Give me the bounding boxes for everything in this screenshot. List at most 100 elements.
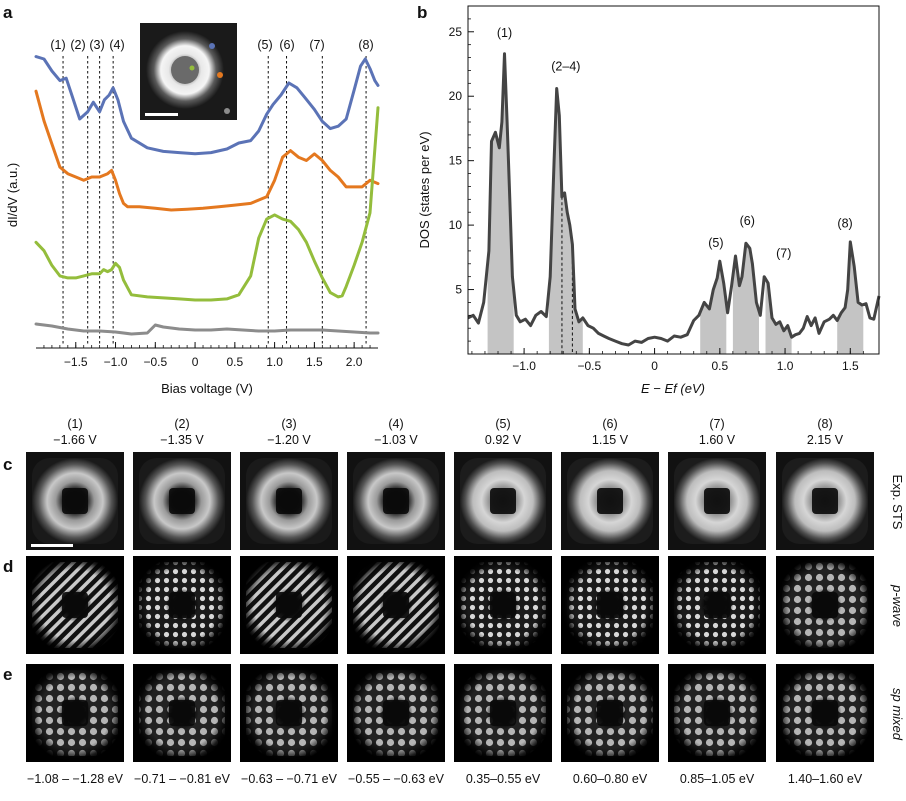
x-tick-label: −0.5: [143, 355, 167, 369]
x-tick-label: 0.5: [226, 355, 243, 369]
tile-center-hole: [490, 488, 516, 514]
peak-label-3: (3): [89, 38, 104, 52]
column-index-2: (2): [174, 417, 189, 431]
image-tile-rowD-6: [561, 556, 659, 654]
tile-center-hole: [597, 488, 623, 514]
tile-center-hole: [62, 592, 88, 618]
tile-center-hole: [276, 592, 302, 618]
y-tick-label: 20: [449, 89, 463, 103]
image-tile-rowD-4: [347, 556, 445, 654]
shaded-range-2: [700, 261, 727, 354]
column-voltage-8: 2.15 V: [807, 433, 844, 447]
image-tile-rowD-2: [133, 556, 231, 654]
x-tick-label: −1.0: [512, 359, 536, 373]
image-tile-rowD-7: [668, 556, 766, 654]
energy-range-4: −0.55 – −0.63 eV: [348, 772, 445, 786]
x-tick-label: 0: [192, 355, 199, 369]
inset-marker-blue: [209, 43, 215, 49]
panel-letter-e: e: [3, 665, 12, 684]
energy-range-captions: −1.08 – −1.28 eV −0.71 – −0.81 eV −0.63 – …: [27, 772, 863, 786]
column-voltage-7: 1.60 V: [699, 433, 736, 447]
column-index-6: (6): [602, 417, 617, 431]
column-index-8: (8): [817, 417, 832, 431]
shaded-range-4: [765, 278, 792, 354]
y-tick-label: 25: [449, 25, 463, 39]
peak-label-b-0: (1): [497, 26, 512, 40]
y-tick-label: 10: [449, 218, 463, 232]
series-line-3: [34, 322, 380, 336]
image-tile-rowE-3: [240, 664, 338, 762]
peak-label-4: (4): [109, 38, 124, 52]
image-tile-rowE-5: [454, 664, 552, 762]
peak-label-5: (5): [257, 38, 272, 52]
panel-a-xlabel: Bias voltage (V): [161, 381, 253, 396]
energy-range-8: 1.40–1.60 eV: [788, 772, 863, 786]
x-tick-label: −1.0: [104, 355, 128, 369]
x-tick-label: 1.0: [266, 355, 283, 369]
image-tile-rowD-5: [454, 556, 552, 654]
row-label-p-wave: p-wave: [890, 584, 905, 627]
image-tile-rowE-7: [668, 664, 766, 762]
tile-center-hole: [597, 700, 623, 726]
column-voltage-1: −1.66 V: [53, 433, 97, 447]
dos-curve: [467, 52, 881, 347]
panel-letter-a: a: [3, 3, 13, 22]
x-tick-label: 1.0: [777, 359, 794, 373]
tile-center-hole: [490, 592, 516, 618]
tile-center-hole: [169, 700, 195, 726]
peak-label-b-1: (2–4): [551, 59, 580, 73]
x-tick-label: 0: [651, 359, 658, 373]
panel-b-xlabel-text: E − Ef (eV): [641, 381, 705, 396]
inset-marker-green: [189, 65, 195, 71]
tile-center-hole: [383, 700, 409, 726]
tile-center-hole: [704, 488, 730, 514]
column-index-7: (7): [709, 417, 724, 431]
panel-letter-b: b: [417, 3, 427, 22]
inset-hole: [171, 56, 199, 84]
tile-center-hole: [169, 592, 195, 618]
shaded-range-1: [548, 88, 583, 354]
panel-a: a dI/dV (a.u.) (1) (2) (3) (4) (5) (6) (7) (8) …: [3, 3, 380, 396]
column-voltage-4: −1.03 V: [374, 433, 418, 447]
column-headers: (1) −1.66 V (2) −1.35 V (3) −1.20 V (4) −1.03 V…: [53, 417, 843, 447]
y-tick-label: 15: [449, 154, 463, 168]
panel-b-ylabel: DOS (states per eV): [417, 131, 432, 248]
tile-center-hole: [62, 700, 88, 726]
tile-center-hole: [597, 592, 623, 618]
energy-range-5: 0.35–0.55 eV: [466, 772, 541, 786]
peak-label-2: (2): [70, 38, 85, 52]
shaded-range-5: [837, 241, 864, 354]
panel-b-dos-line: [467, 52, 881, 347]
x-tick-label: 2.0: [346, 355, 363, 369]
row-label-sp-mixed: sp mixed: [890, 688, 905, 741]
panel-b-peak-labels: (1) (2–4) (5) (6) (7) (8): [497, 26, 853, 260]
column-index-5: (5): [495, 417, 510, 431]
peak-label-6: (6): [279, 38, 294, 52]
image-tile-rowE-2: [133, 664, 231, 762]
row-label-exp-sts: Exp. STS: [890, 475, 905, 530]
tile-center-hole: [276, 488, 302, 514]
tile-center-hole: [704, 592, 730, 618]
series-line-0: [34, 55, 380, 156]
image-tile-rowC-3: [240, 452, 338, 550]
panel-a-x-ticks: −1.5 −1.0 −0.5 0 0.5 1.0 1.5 2.0: [43, 342, 371, 369]
panel-letter-d: d: [3, 557, 13, 576]
column-voltage-5: 0.92 V: [485, 433, 522, 447]
tile-center-hole: [812, 592, 838, 618]
column-index-4: (4): [388, 417, 403, 431]
column-index-1: (1): [67, 417, 82, 431]
x-tick-label: 1.5: [842, 359, 859, 373]
series-line-2: [34, 106, 380, 302]
tile-center-hole: [490, 700, 516, 726]
inset-marker-grey: [224, 108, 230, 114]
image-tile-rowC-2: [133, 452, 231, 550]
peak-label-b-2: (5): [708, 236, 723, 250]
image-tile-rowC-7: [668, 452, 766, 550]
panel-a-peak-labels: (1) (2) (3) (4) (5) (6) (7) (8): [50, 38, 373, 52]
tile-center-hole: [62, 488, 88, 514]
panel-b-ticks: −1.0 −0.5 0 0.5 1.0 1.5 5 10 15 20 25: [449, 18, 864, 373]
peak-label-8: (8): [358, 38, 373, 52]
column-voltage-6: 1.15 V: [592, 433, 629, 447]
panel-b-xlabel: E − Ef (eV): [641, 381, 705, 396]
